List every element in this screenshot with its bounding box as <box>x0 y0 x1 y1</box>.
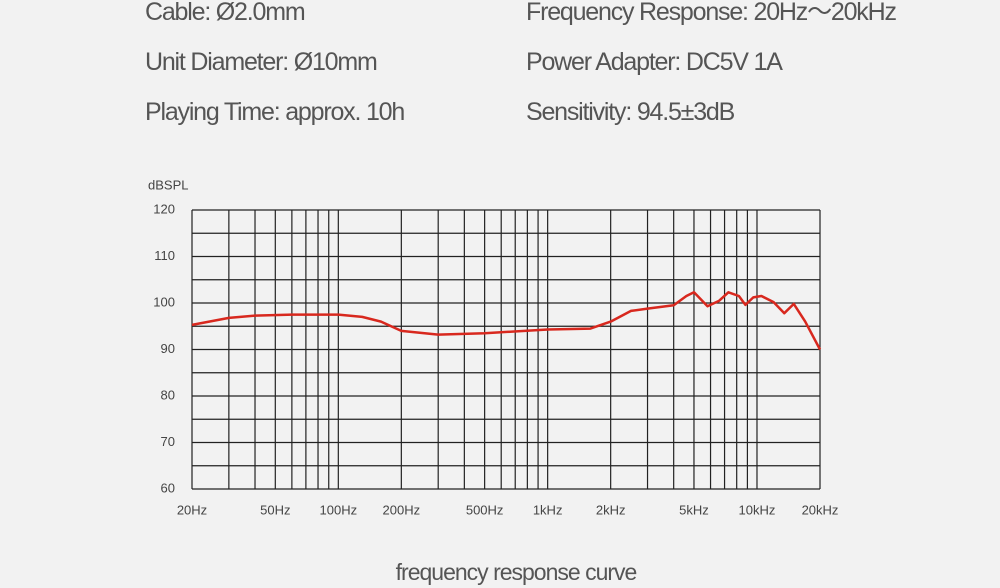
x-tick-label: 1kHz <box>533 502 563 517</box>
spec-text: Playing Time: approx. 10h <box>145 98 404 126</box>
y-tick-label: 80 <box>161 387 175 402</box>
x-tick-label: 50Hz <box>260 502 290 517</box>
caption: frequency response curve <box>396 559 637 585</box>
y-tick-label: 120 <box>153 201 175 216</box>
spec-text: Frequency Response: 20Hz～20kHz <box>526 0 896 26</box>
response-curve <box>191 291 822 351</box>
x-tick-label: 200Hz <box>383 502 421 517</box>
x-tick-label: 500Hz <box>466 502 504 517</box>
y-tick-label: 110 <box>154 248 175 263</box>
y-tick-label: 70 <box>161 434 175 449</box>
y-tick-label: 60 <box>161 480 175 495</box>
y-axis-label: dBSPL <box>148 177 188 192</box>
y-tick-label: 90 <box>161 341 175 356</box>
x-tick-label: 20Hz <box>177 502 207 517</box>
spec-text: Power Adapter: DC5V 1A <box>526 48 783 76</box>
y-tick-label: 100 <box>153 294 175 309</box>
spec-text: Unit Diameter: Ø10mm <box>145 48 377 76</box>
x-tick-label: 100Hz <box>320 502 358 517</box>
x-tick-label: 2kHz <box>596 502 626 517</box>
x-tick-label: 20kHz <box>802 502 839 517</box>
spec-text: Sensitivity: 94.5±3dB <box>526 98 735 126</box>
x-tick-label: 5kHz <box>679 502 709 517</box>
spec-text: Cable: Ø2.0mm <box>145 0 305 26</box>
x-tick-label: 10kHz <box>739 502 776 517</box>
